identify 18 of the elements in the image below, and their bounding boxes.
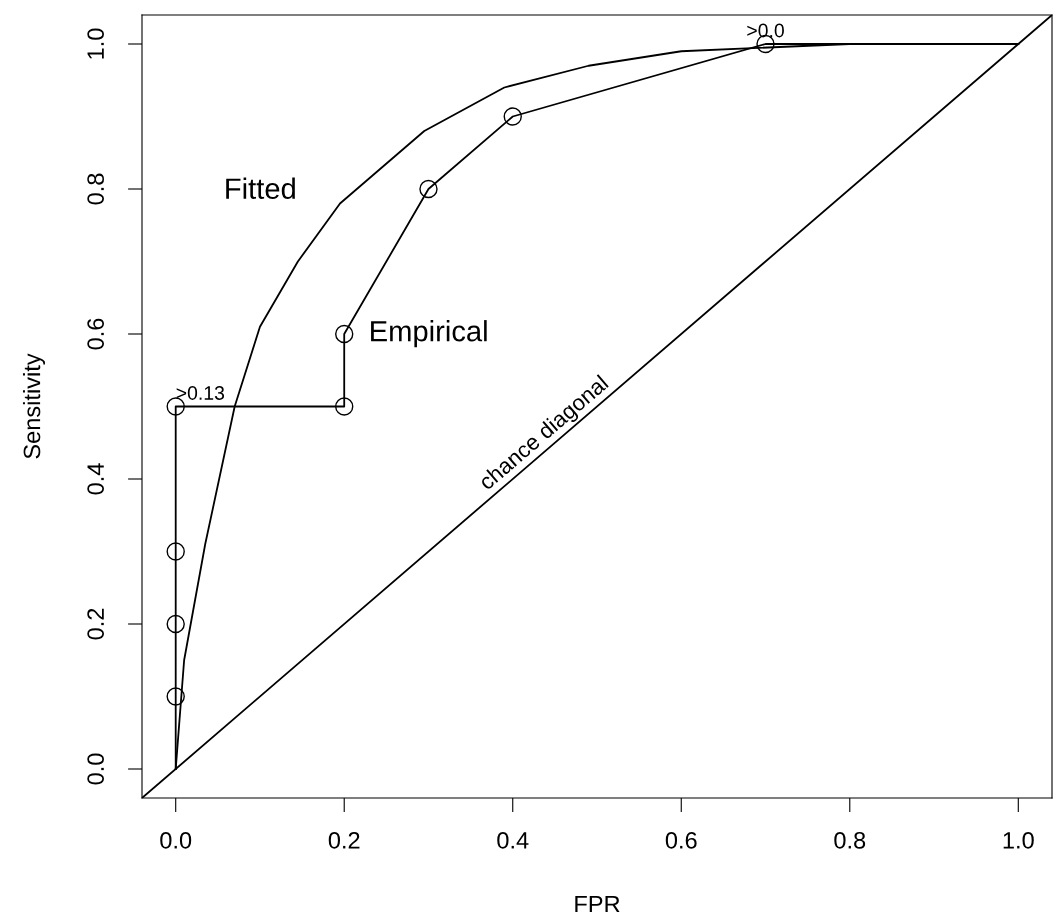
annotation: Empirical <box>371 320 487 348</box>
y-tick-label: 0.0 <box>87 753 104 785</box>
x-axis-title: FPR <box>575 895 620 913</box>
x-tick-label: 1.0 <box>1003 831 1034 849</box>
x-tick-label: 0.6 <box>665 831 697 849</box>
y-tick-label: 0.2 <box>87 608 104 640</box>
x-tick-label: 0.0 <box>160 831 192 849</box>
x-tick-label: 0.8 <box>834 831 866 849</box>
x-tick-label: 0.4 <box>497 831 529 849</box>
annotation: >0.13 <box>176 386 225 400</box>
y-tick-label: 0.6 <box>87 318 104 350</box>
y-tick-label: 1.0 <box>87 28 104 59</box>
annotation: >0.0 <box>747 23 784 38</box>
x-tick-label: 0.2 <box>328 831 360 849</box>
y-axis-title: Sensitivity <box>22 353 45 459</box>
y-tick-label: 0.8 <box>87 173 104 205</box>
annotation: Fitted <box>226 177 295 199</box>
y-tick-label: 0.4 <box>87 463 104 495</box>
